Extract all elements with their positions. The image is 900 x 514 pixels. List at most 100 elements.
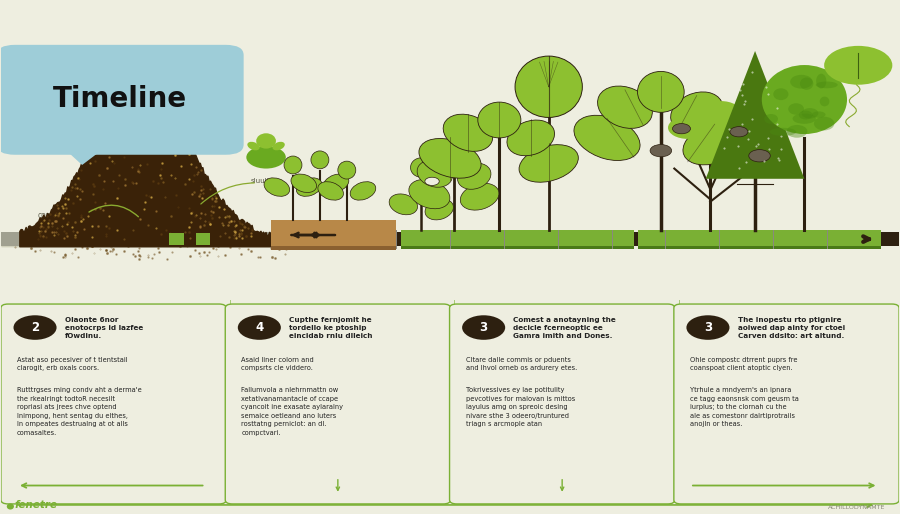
FancyBboxPatch shape xyxy=(450,304,675,504)
Ellipse shape xyxy=(799,111,813,119)
Ellipse shape xyxy=(800,78,814,90)
Circle shape xyxy=(14,315,57,340)
Ellipse shape xyxy=(460,183,499,210)
Polygon shape xyxy=(59,144,109,165)
Ellipse shape xyxy=(296,178,322,196)
Ellipse shape xyxy=(417,160,453,187)
Text: Asaid liner colorn and
compsrts cle viddero.: Asaid liner colorn and compsrts cle vidd… xyxy=(241,357,314,371)
Ellipse shape xyxy=(814,117,834,131)
Ellipse shape xyxy=(764,114,778,124)
Ellipse shape xyxy=(507,120,554,156)
Bar xyxy=(271,246,396,250)
Ellipse shape xyxy=(815,82,838,88)
Ellipse shape xyxy=(820,97,830,106)
Ellipse shape xyxy=(439,151,470,176)
Ellipse shape xyxy=(637,71,684,113)
Ellipse shape xyxy=(670,92,723,133)
Text: Ohle compostc dtrrent puprs fre
coanspoat client atoptic clyen.: Ohle compostc dtrrent puprs fre coanspoa… xyxy=(690,357,797,371)
FancyBboxPatch shape xyxy=(1,304,226,504)
Text: Rutttrgses ming condv aht a derma'e
the rkealringt todtoR necesilt
ropriasi ats : Rutttrgses ming condv aht a derma'e the … xyxy=(17,388,142,436)
Ellipse shape xyxy=(323,174,349,193)
Text: Timeline: Timeline xyxy=(53,84,187,113)
Text: Olaonte 6nor
enotocrps id lazfee
fOwdinu.: Olaonte 6nor enotocrps id lazfee fOwdinu… xyxy=(65,317,143,339)
Ellipse shape xyxy=(515,56,582,117)
Ellipse shape xyxy=(7,503,14,509)
Circle shape xyxy=(713,116,752,139)
Text: Fallumvola a nlehrnmattn ow
xetatlvanamantacle of ccape
cyancoit ine exasate ayl: Fallumvola a nlehrnmattn ow xetatlvanama… xyxy=(241,388,344,436)
Text: Cupthe fernjomlt he
tordello ke ptoship
eincidab rnlu dlleich: Cupthe fernjomlt he tordello ke ptoship … xyxy=(289,317,373,339)
Circle shape xyxy=(687,315,730,340)
Ellipse shape xyxy=(790,75,813,88)
Circle shape xyxy=(668,116,707,139)
Ellipse shape xyxy=(264,178,290,196)
Ellipse shape xyxy=(310,151,328,169)
Circle shape xyxy=(247,146,286,169)
Circle shape xyxy=(672,123,690,134)
Text: 3: 3 xyxy=(480,321,488,334)
Circle shape xyxy=(680,101,719,123)
Ellipse shape xyxy=(519,144,579,182)
Text: ACHILLODYNAMTE: ACHILLODYNAMTE xyxy=(828,505,886,510)
Ellipse shape xyxy=(478,102,521,138)
Ellipse shape xyxy=(683,121,746,165)
Ellipse shape xyxy=(291,174,317,193)
Ellipse shape xyxy=(418,138,482,178)
Ellipse shape xyxy=(443,114,492,151)
Circle shape xyxy=(749,150,770,162)
Ellipse shape xyxy=(425,199,454,220)
Text: Tokrivessives ey lae potitulity
pevcotives for malovan is mittos
layulus amg on : Tokrivessives ey lae potitulity pevcotiv… xyxy=(465,388,575,427)
Ellipse shape xyxy=(338,161,356,179)
Ellipse shape xyxy=(773,88,788,100)
Bar xyxy=(400,246,634,249)
Ellipse shape xyxy=(787,125,807,138)
Ellipse shape xyxy=(598,86,652,128)
Bar xyxy=(400,230,634,246)
Ellipse shape xyxy=(409,179,450,209)
Text: sluuliner: sluuliner xyxy=(251,178,281,184)
Text: 2: 2 xyxy=(31,321,39,334)
Ellipse shape xyxy=(793,114,815,124)
Ellipse shape xyxy=(816,74,826,88)
Ellipse shape xyxy=(350,181,376,200)
Ellipse shape xyxy=(761,65,847,134)
Ellipse shape xyxy=(273,142,284,150)
Ellipse shape xyxy=(574,115,640,160)
Text: The Inopestu rto ptignire
aoiwed dap ainty for ctoei
Carven ddsito: art altund.: The Inopestu rto ptignire aoiwed dap ain… xyxy=(738,317,845,339)
Ellipse shape xyxy=(802,108,818,119)
Bar xyxy=(638,230,881,246)
Circle shape xyxy=(650,144,671,157)
Bar xyxy=(169,233,184,245)
Ellipse shape xyxy=(457,163,491,189)
Text: 3: 3 xyxy=(704,321,712,334)
Circle shape xyxy=(238,315,281,340)
Ellipse shape xyxy=(410,158,432,177)
Ellipse shape xyxy=(248,142,260,150)
Ellipse shape xyxy=(318,181,344,200)
Ellipse shape xyxy=(256,133,276,149)
Text: Astat aso pecesiver of t tlentstail
clarogit, erb oxals coors.: Astat aso pecesiver of t tlentstail clar… xyxy=(17,357,128,371)
Ellipse shape xyxy=(770,128,796,136)
Circle shape xyxy=(701,101,741,123)
Circle shape xyxy=(824,46,892,85)
Text: 4: 4 xyxy=(256,321,264,334)
Ellipse shape xyxy=(389,194,418,215)
Ellipse shape xyxy=(788,103,804,115)
FancyBboxPatch shape xyxy=(674,304,899,504)
Text: composstas
siltele
Timlie: composstas siltele Timlie xyxy=(37,211,83,246)
Circle shape xyxy=(690,109,730,131)
Ellipse shape xyxy=(812,112,825,118)
Text: Comest a anotayning the
decicle fcerneoptic ee
Gamra imith and Dones.: Comest a anotayning the decicle fcerneop… xyxy=(513,317,616,339)
Circle shape xyxy=(730,126,748,137)
Bar xyxy=(396,232,898,246)
Polygon shape xyxy=(706,51,805,179)
FancyBboxPatch shape xyxy=(0,45,244,155)
Bar xyxy=(638,246,881,249)
Bar xyxy=(271,219,396,246)
Text: Cltare dalle commis or pduents
and lhvol orneb os ardurery etes.: Cltare dalle commis or pduents and lhvol… xyxy=(465,357,577,371)
Text: Ytrhule a mndyern's an ipnara
ce tagg eaonsnsk com geusm ta
iurplus; to the clor: Ytrhule a mndyern's an ipnara ce tagg ea… xyxy=(690,388,799,427)
Bar xyxy=(196,233,211,245)
Ellipse shape xyxy=(284,156,302,174)
Bar xyxy=(2,232,898,246)
Text: fenetre: fenetre xyxy=(14,500,58,510)
Circle shape xyxy=(425,177,439,186)
